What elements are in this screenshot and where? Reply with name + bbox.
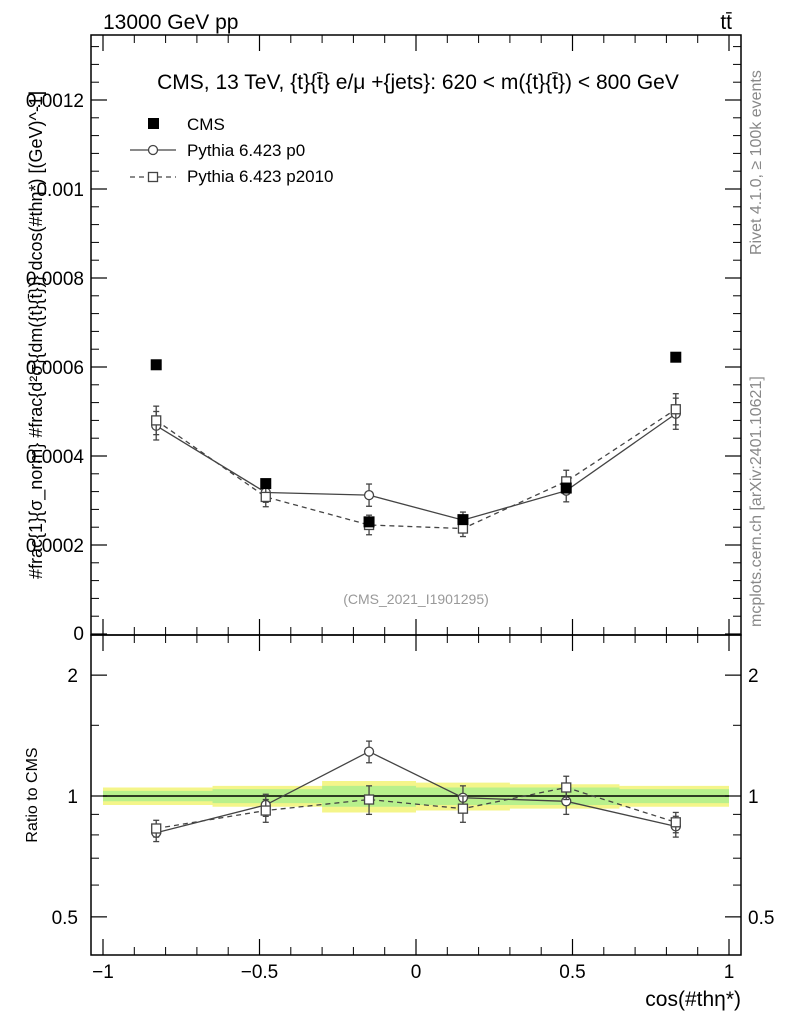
x-tick-label: 0	[411, 962, 422, 983]
x-tick-label: −1	[92, 962, 114, 983]
data-point-p2010	[260, 805, 271, 816]
ratio-y-tick-label: 2	[67, 666, 78, 687]
main-series	[150, 351, 682, 538]
main-y-tick-label: 0	[73, 624, 84, 645]
main-y-ticks: 0 0.0002 0.0004 0.0006 0.0008 0.001 0.0012	[26, 46, 741, 645]
analysis-id: (CMS_2021_I1901295)	[343, 591, 489, 607]
x-tick-label: 1	[724, 962, 735, 983]
data-point-p2010	[457, 523, 469, 534]
ratio-y-ticks: 0.5 0.5 1 1 2 2	[52, 666, 775, 929]
x-axis-label: cos(#thη*)	[645, 988, 741, 1011]
main-y-tick-label: 0.0002	[26, 536, 84, 557]
legend-label-p0: Pythia 6.423 p0	[187, 141, 305, 160]
data-point-p2010	[561, 782, 572, 793]
x-tick-label: −0.5	[241, 962, 279, 983]
ratio-y-tick-label-right: 0.5	[748, 908, 774, 929]
energy-label: 13000 GeV pp	[103, 11, 238, 34]
ratio-y-axis-label: Ratio to CMS	[24, 747, 41, 842]
data-point-p2010	[363, 794, 375, 805]
series-line	[155, 408, 677, 530]
ratio-panel: 0.5 0.5 1 1 2 2 Ratio to CMS	[24, 634, 775, 956]
data-point-p2010	[457, 803, 469, 814]
ratio-series	[151, 740, 681, 843]
data-point-p2010	[670, 817, 681, 828]
series-line	[156, 750, 676, 834]
legend-marker-cms	[148, 118, 159, 129]
main-y-tick-label: 0.001	[36, 180, 84, 201]
main-y-tick-label: 0.0008	[26, 269, 84, 290]
main-y-tick-label: 0.0012	[26, 91, 84, 112]
data-point-cms	[560, 482, 572, 494]
ratio-y-tick-label-right: 2	[748, 666, 759, 687]
x-axis-ticks: −1 −0.5 0 0.5 1	[92, 35, 734, 983]
data-point-cms	[150, 359, 162, 371]
data-point-p0	[363, 490, 375, 501]
data-point-p2010	[260, 491, 271, 503]
side-label-site: mcplots.cern.ch [arXiv:2401.10621]	[748, 376, 765, 627]
legend: CMS Pythia 6.423 p0 Pythia 6.423 p2010	[130, 115, 334, 186]
data-point-p2010	[670, 404, 681, 415]
data-point-cms	[670, 351, 682, 363]
process-label: tt̄	[720, 11, 732, 34]
data-point-cms	[457, 514, 469, 526]
side-label-version: Rivet 4.1.0, ≥ 100k events	[748, 70, 765, 255]
legend-marker-p0	[147, 144, 159, 156]
x-tick-label: 0.5	[559, 962, 585, 983]
ratio-y-tick-label-right: 1	[748, 787, 759, 808]
series-line	[155, 413, 677, 521]
legend-label-cms: CMS	[187, 115, 225, 134]
ratio-y-tick-label: 0.5	[52, 908, 78, 929]
data-point-cms	[363, 516, 375, 528]
series-line	[156, 786, 676, 830]
data-point-cms	[260, 478, 272, 490]
data-point-p2010	[151, 415, 162, 426]
main-y-tick-label: 0.0006	[26, 358, 84, 379]
legend-label-p2010: Pythia 6.423 p2010	[187, 167, 334, 186]
plot-title: CMS, 13 TeV, {t}{t̄} e/μ +{jets}: 620 < …	[157, 71, 679, 94]
main-panel: 0 0.0002 0.0004 0.0006 0.0008 0.001 0.0012 CMS…	[26, 34, 742, 645]
data-point-p2010	[151, 823, 162, 834]
main-y-axis-label: #frac{1}{σ_norm} #frac{d²σ}{dm({t}{t̄})}…	[26, 91, 47, 579]
main-y-tick-label: 0.0004	[26, 447, 85, 468]
legend-marker-p2010	[147, 171, 159, 183]
ratio-y-tick-label: 1	[67, 787, 78, 808]
data-point-p0	[363, 746, 375, 757]
